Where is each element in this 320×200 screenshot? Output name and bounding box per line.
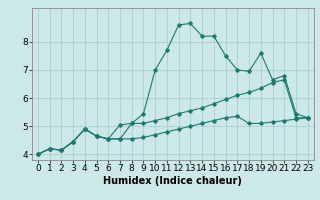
X-axis label: Humidex (Indice chaleur): Humidex (Indice chaleur) xyxy=(103,176,242,186)
